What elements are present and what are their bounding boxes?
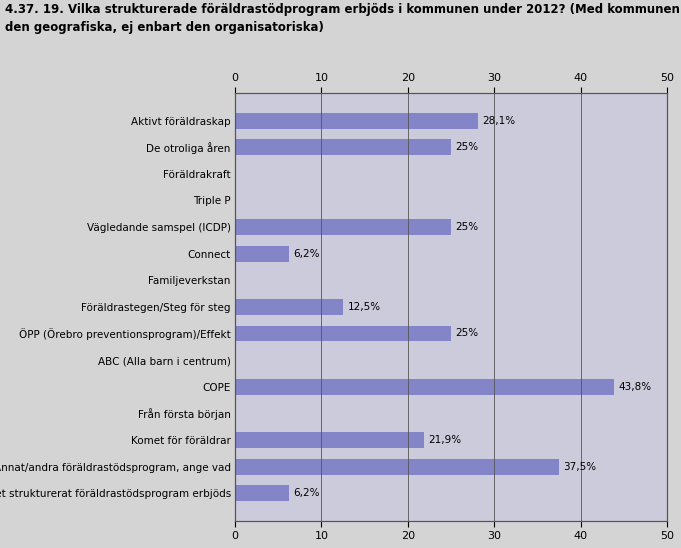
Bar [235,246,289,261]
Bar [235,432,424,448]
Bar [235,379,614,395]
Text: 43,8%: 43,8% [618,382,651,392]
Text: 25%: 25% [456,328,479,339]
Text: 28,1%: 28,1% [482,116,516,125]
Text: den geografiska, ej enbart den organisatoriska): den geografiska, ej enbart den organisat… [5,21,324,34]
Text: 25%: 25% [456,142,479,152]
Text: 6,2%: 6,2% [293,249,319,259]
Text: 6,2%: 6,2% [293,488,319,498]
Bar [235,219,451,235]
Bar [235,139,451,155]
Bar [235,485,289,501]
Text: 4.37. 19. Vilka strukturerade föräldrastödprogram erbjöds i kommunen under 2012?: 4.37. 19. Vilka strukturerade föräldrast… [5,3,681,16]
Bar [235,326,451,341]
Text: 21,9%: 21,9% [428,435,462,445]
Text: 12,5%: 12,5% [347,302,381,312]
Bar [235,459,559,475]
Text: 37,5%: 37,5% [564,461,597,472]
Bar [235,112,478,129]
Bar [235,299,343,315]
Text: 25%: 25% [456,222,479,232]
